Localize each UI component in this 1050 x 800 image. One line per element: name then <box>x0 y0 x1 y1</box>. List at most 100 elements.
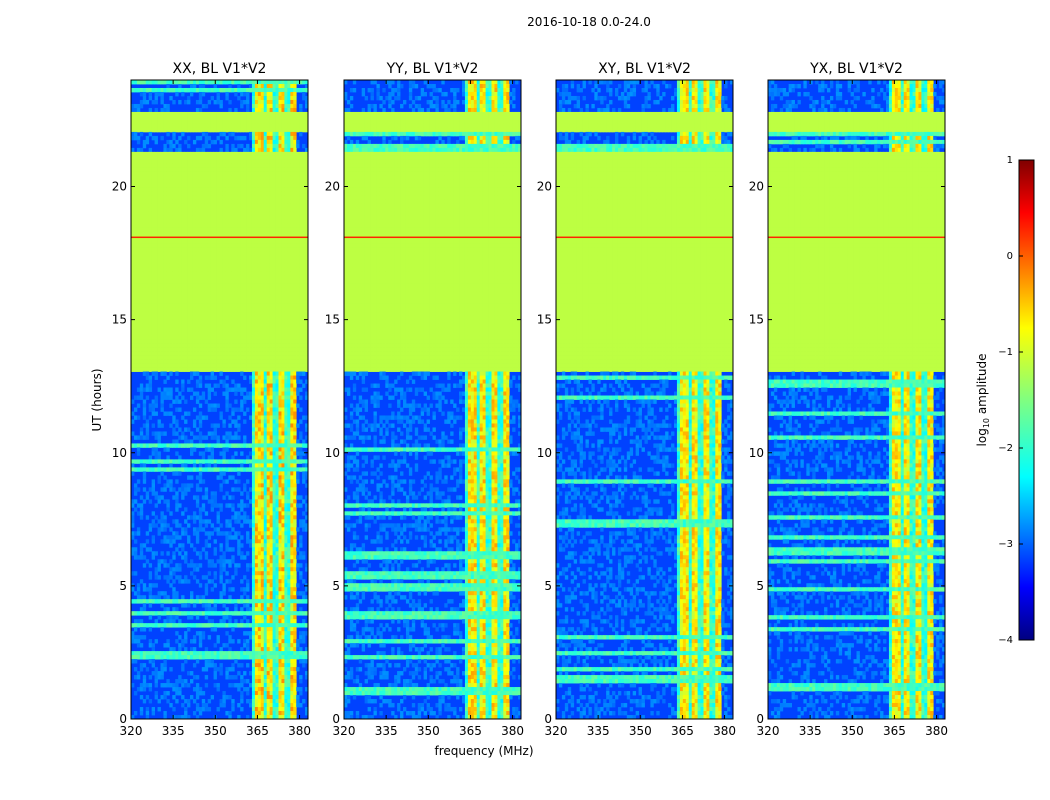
heat-cell <box>208 124 211 128</box>
heat-cell <box>175 164 178 168</box>
heat-cell <box>143 156 146 160</box>
heat-cell <box>178 100 181 104</box>
heat-cell <box>199 200 202 204</box>
heat-cell <box>234 136 237 140</box>
heat-cell <box>163 80 166 84</box>
heat-cell <box>149 128 152 132</box>
heat-cell <box>222 132 225 136</box>
heat-cell <box>220 104 223 108</box>
heat-cell <box>187 120 190 124</box>
heat-cell <box>255 92 258 96</box>
heat-cell <box>166 192 169 196</box>
heat-cell <box>181 92 184 96</box>
heat-cell <box>208 112 211 116</box>
heat-cell <box>175 80 178 84</box>
heat-cell <box>196 108 199 112</box>
heat-cell <box>267 184 270 188</box>
heat-cell <box>270 140 273 144</box>
heat-cell <box>152 80 155 84</box>
heat-cell <box>252 112 255 116</box>
heat-cell <box>131 120 134 124</box>
heat-cell <box>293 128 296 132</box>
heat-cell <box>181 196 184 200</box>
heat-cell <box>302 124 305 128</box>
heat-cell <box>249 116 252 120</box>
heat-cell <box>231 148 234 152</box>
heat-cell <box>181 152 184 156</box>
heat-cell <box>222 176 225 180</box>
heat-cell <box>193 152 196 156</box>
heat-cell <box>205 140 208 144</box>
heat-cell <box>273 192 276 196</box>
heat-cell <box>131 80 134 84</box>
heat-cell <box>264 152 267 156</box>
heat-cell <box>169 152 172 156</box>
heat-cell <box>202 116 205 120</box>
heat-cell <box>237 120 240 124</box>
heat-cell <box>276 124 279 128</box>
heat-cell <box>208 192 211 196</box>
heat-cell <box>184 156 187 160</box>
heat-cell <box>290 124 293 128</box>
heat-cell <box>187 184 190 188</box>
heat-cell <box>261 92 264 96</box>
heat-cell <box>249 88 252 92</box>
heat-cell <box>255 148 258 152</box>
heat-cell <box>234 160 237 164</box>
heat-cell <box>217 80 220 84</box>
heat-cell <box>184 164 187 168</box>
heat-cell <box>255 144 258 148</box>
heat-cell <box>279 136 282 140</box>
heat-cell <box>284 180 287 184</box>
heat-cell <box>261 144 264 148</box>
heat-cell <box>290 156 293 160</box>
heat-cell <box>199 168 202 172</box>
heat-cell <box>172 120 175 124</box>
heat-cell <box>175 188 178 192</box>
heat-cell <box>261 120 264 124</box>
heat-cell <box>228 100 231 104</box>
heat-cell <box>202 120 205 124</box>
heat-cell <box>279 200 282 204</box>
heat-cell <box>158 200 161 204</box>
heat-cell <box>166 164 169 168</box>
heat-cell <box>220 164 223 168</box>
heat-cell <box>178 204 181 208</box>
heat-cell <box>220 120 223 124</box>
heat-cell <box>208 128 211 132</box>
heat-cell <box>279 164 282 168</box>
heat-cell <box>267 172 270 176</box>
heat-cell <box>161 100 164 104</box>
heat-cell <box>237 152 240 156</box>
heat-cell <box>287 108 290 112</box>
heat-cell <box>276 160 279 164</box>
heat-cell <box>264 180 267 184</box>
heat-cell <box>205 120 208 124</box>
heat-cell <box>220 168 223 172</box>
heat-cell <box>255 156 258 160</box>
heat-cell <box>246 180 249 184</box>
heat-cell <box>193 120 196 124</box>
heat-cell <box>178 136 181 140</box>
heat-cell <box>287 132 290 136</box>
heat-cell <box>276 176 279 180</box>
heat-cell <box>228 84 231 88</box>
heat-cell <box>270 196 273 200</box>
heat-cell <box>208 160 211 164</box>
heat-cell <box>228 184 231 188</box>
heat-cell <box>225 144 228 148</box>
heat-cell <box>255 136 258 140</box>
heat-cell <box>276 84 279 88</box>
heat-cell <box>211 140 214 144</box>
heat-cell <box>267 176 270 180</box>
heat-cell <box>140 132 143 136</box>
heat-cell <box>258 100 261 104</box>
heat-cell <box>287 152 290 156</box>
heat-cell <box>299 156 302 160</box>
heat-cell <box>299 180 302 184</box>
heat-cell <box>228 176 231 180</box>
heat-cell <box>246 172 249 176</box>
heat-cell <box>163 128 166 132</box>
heat-cell <box>237 112 240 116</box>
heat-cell <box>225 168 228 172</box>
